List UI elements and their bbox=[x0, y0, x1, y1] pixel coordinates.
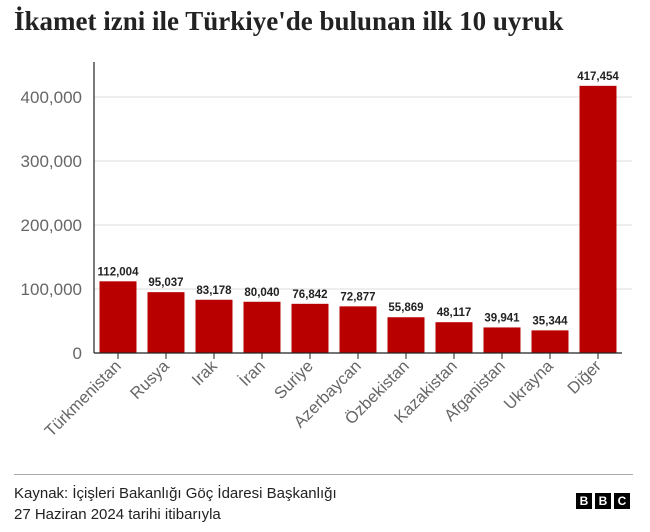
x-tick-label: Ukrayna bbox=[501, 357, 558, 414]
bar bbox=[435, 322, 473, 353]
x-tick-label: Türkmenistan bbox=[41, 357, 124, 440]
value-label: 417,454 bbox=[577, 71, 619, 83]
bbc-logo-letter: C bbox=[614, 493, 630, 509]
bar bbox=[579, 85, 617, 353]
bars bbox=[99, 85, 617, 353]
source-text: Kaynak: İçişleri Bakanlığı Göç İdaresi B… bbox=[14, 485, 337, 502]
value-label: 39,941 bbox=[484, 312, 520, 324]
bar bbox=[243, 301, 281, 353]
x-tick-label: Irak bbox=[189, 357, 222, 390]
x-tick-label: Rusya bbox=[127, 357, 173, 403]
bbc-logo-letter: B bbox=[576, 493, 592, 509]
x-tick-label: İran bbox=[235, 356, 269, 390]
value-label: 35,344 bbox=[532, 315, 568, 327]
value-labels: 112,004 95,037 83,178 80,040 76,842 72,877 55,… bbox=[98, 71, 620, 328]
chart-title: İkamet izni ile Türkiye'de bulunan ilk 1… bbox=[14, 6, 564, 36]
bar bbox=[99, 281, 137, 353]
source-date: 27 Haziran 2024 tarihi itibarıyla bbox=[14, 506, 221, 523]
value-label: 55,869 bbox=[388, 302, 423, 314]
value-label: 80,040 bbox=[244, 287, 279, 299]
bar bbox=[339, 306, 377, 353]
value-label: 76,842 bbox=[292, 289, 327, 301]
bar bbox=[195, 299, 233, 353]
x-axis-labels: Türkmenistan Rusya Irak İran SuriyeAzerbayca… bbox=[41, 356, 605, 440]
y-axis-ticks: 0 100,000 200,000 300,000 400,000 bbox=[21, 88, 82, 363]
value-label: 83,178 bbox=[196, 285, 232, 297]
value-label: 112,004 bbox=[98, 266, 140, 278]
y-tick-label: 400,000 bbox=[21, 88, 82, 107]
y-tick-label: 0 bbox=[73, 344, 82, 363]
value-label: 72,877 bbox=[340, 291, 375, 303]
bar bbox=[291, 303, 329, 353]
y-tick-label: 300,000 bbox=[21, 152, 82, 171]
bar bbox=[531, 330, 569, 353]
y-tick-label: 100,000 bbox=[21, 280, 82, 299]
bbc-logo: B B C bbox=[576, 493, 630, 509]
bar bbox=[387, 317, 425, 353]
bar-chart: 0 100,000 200,000 300,000 400,000 Türkmenist… bbox=[21, 62, 632, 441]
axes bbox=[93, 62, 622, 359]
gridlines bbox=[94, 96, 632, 290]
x-tick-label: Suriye bbox=[271, 357, 317, 403]
value-label: 95,037 bbox=[148, 277, 183, 289]
y-tick-label: 200,000 bbox=[21, 216, 82, 235]
bbc-logo-letter: B bbox=[595, 493, 611, 509]
bar bbox=[483, 327, 521, 353]
x-tick-label: Diğer bbox=[564, 357, 605, 398]
value-label: 48,117 bbox=[437, 307, 472, 319]
source-note: Kaynak: İçişleri Bakanlığı Göç İdaresi B… bbox=[14, 483, 337, 525]
bar bbox=[147, 292, 185, 353]
footer-divider bbox=[14, 474, 633, 475]
